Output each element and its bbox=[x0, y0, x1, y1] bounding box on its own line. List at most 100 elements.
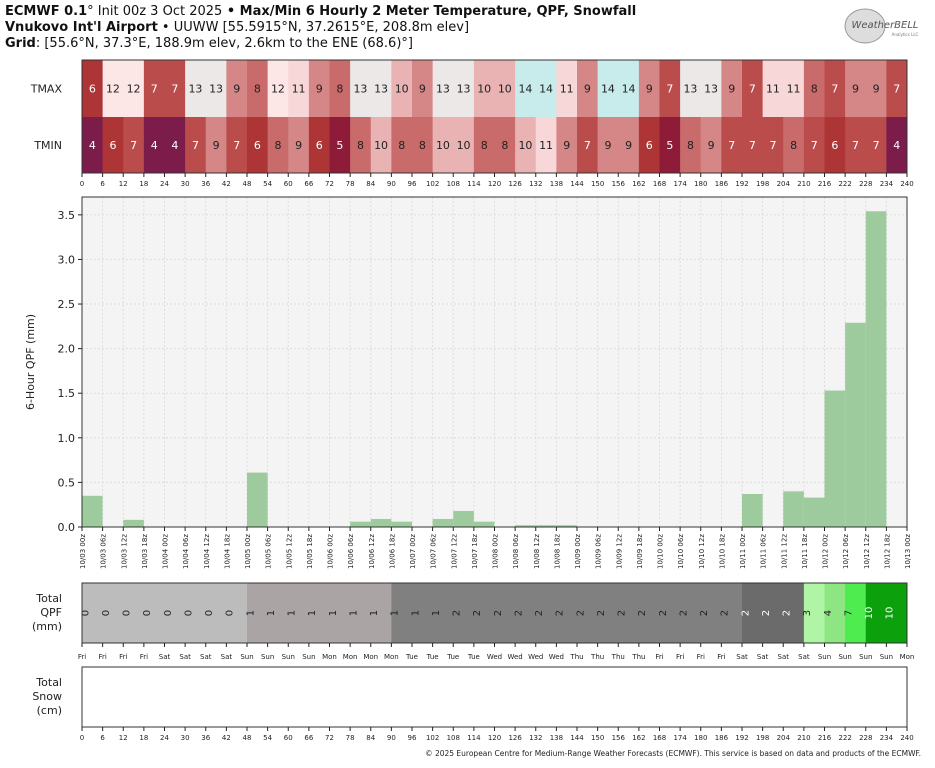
x-tick-label-hour: 198 bbox=[756, 734, 769, 742]
tmin-cell bbox=[164, 117, 186, 173]
total-snow-label: (cm) bbox=[37, 704, 62, 717]
total-qpf-value: 2 bbox=[678, 610, 689, 616]
total-qpf-value: 2 bbox=[617, 610, 628, 616]
tmax-cell bbox=[412, 60, 434, 117]
total-qpf-value: 1 bbox=[245, 610, 256, 616]
x-tick-label-day: Sun bbox=[859, 653, 872, 661]
x-tick-label-day: Wed bbox=[487, 653, 502, 661]
tmax-value: 7 bbox=[151, 83, 158, 96]
qpf-bar bbox=[453, 510, 474, 527]
tmin-value: 7 bbox=[584, 139, 591, 152]
tmax-cell bbox=[700, 60, 722, 117]
total-qpf-value: 0 bbox=[80, 610, 91, 616]
x-tick-label-date: 10/10 18z bbox=[718, 534, 726, 569]
tmax-cell bbox=[742, 60, 764, 117]
tmin-value: 10 bbox=[518, 139, 532, 152]
x-tick-label-date: 10/06 00z bbox=[327, 534, 335, 569]
x-tick-label-hour: 66 bbox=[304, 180, 313, 188]
tmax-cell bbox=[803, 60, 825, 117]
x-tick-label-date: 10/11 00z bbox=[739, 534, 747, 569]
x-tick-label-date: 10/06 12z bbox=[368, 534, 376, 569]
tmax-value: 9 bbox=[873, 83, 880, 96]
total-qpf-value: 10 bbox=[885, 607, 896, 620]
total-qpf-value: 0 bbox=[225, 610, 236, 616]
x-tick-label-day: Sun bbox=[838, 653, 851, 661]
x-tick-label-hour: 132 bbox=[529, 180, 542, 188]
x-tick-label-hour: 174 bbox=[673, 180, 687, 188]
total-qpf-value: 2 bbox=[513, 610, 524, 616]
x-tick-label-hour: 198 bbox=[756, 180, 769, 188]
tmax-value: 14 bbox=[539, 83, 553, 96]
qpf-bar bbox=[247, 472, 268, 527]
tmin-cell bbox=[865, 117, 887, 173]
tmax-cell bbox=[143, 60, 165, 117]
tmin-value: 9 bbox=[213, 139, 220, 152]
tmin-cell bbox=[412, 117, 434, 173]
tmin-value: 8 bbox=[790, 139, 797, 152]
tmax-value: 9 bbox=[852, 83, 859, 96]
tmin-value: 11 bbox=[539, 139, 553, 152]
total-qpf-value: 2 bbox=[761, 610, 772, 616]
tmin-cell bbox=[680, 117, 702, 173]
x-tick-label-hour: 90 bbox=[387, 180, 396, 188]
x-tick-label-hour: 66 bbox=[304, 734, 313, 742]
x-tick-label-day: Mon bbox=[384, 653, 399, 661]
tmin-cell bbox=[824, 117, 846, 173]
tmin-value: 7 bbox=[130, 139, 137, 152]
x-tick-label-day: Sun bbox=[302, 653, 315, 661]
tmax-value: 7 bbox=[171, 83, 178, 96]
tmin-value: 7 bbox=[192, 139, 199, 152]
tmax-cell bbox=[824, 60, 846, 117]
total-qpf-value: 1 bbox=[410, 610, 421, 616]
total-qpf-value: 7 bbox=[843, 610, 854, 616]
station-info: UUWW [55.5915°N, 37.2615°E, 208.8m elev] bbox=[173, 20, 470, 35]
x-tick-label-day: Tue bbox=[446, 653, 459, 661]
total-qpf-cell bbox=[845, 583, 867, 643]
tmax-cell bbox=[721, 60, 743, 117]
x-tick-label-hour: 168 bbox=[653, 180, 666, 188]
tmin-value: 6 bbox=[646, 139, 653, 152]
x-tick-label-day: Mon bbox=[322, 653, 337, 661]
total-qpf-value: 1 bbox=[369, 610, 380, 616]
tmin-cell bbox=[494, 117, 516, 173]
total-qpf-cell bbox=[288, 583, 310, 643]
tmin-cell bbox=[370, 117, 392, 173]
total-qpf-cell bbox=[102, 583, 124, 643]
x-tick-label-date: 10/07 00z bbox=[409, 534, 417, 569]
total-qpf-cell bbox=[82, 583, 104, 643]
tmin-value: 7 bbox=[749, 139, 756, 152]
total-qpf-cell bbox=[185, 583, 207, 643]
tmax-cell bbox=[267, 60, 289, 117]
qpf-bar bbox=[535, 525, 557, 527]
total-qpf-value: 2 bbox=[699, 610, 710, 616]
x-tick-label-hour: 12 bbox=[119, 180, 128, 188]
tmax-cell bbox=[865, 60, 887, 117]
total-qpf-label: (mm) bbox=[32, 620, 62, 633]
x-tick-label-hour: 72 bbox=[325, 734, 334, 742]
tmin-cell bbox=[638, 117, 660, 173]
x-tick-label-hour: 78 bbox=[346, 180, 355, 188]
tmin-value: 10 bbox=[457, 139, 471, 152]
total-qpf-cell bbox=[123, 583, 145, 643]
tmin-cell bbox=[391, 117, 413, 173]
tmin-value: 9 bbox=[625, 139, 632, 152]
tmax-value: 7 bbox=[749, 83, 756, 96]
x-tick-label-hour: 204 bbox=[777, 180, 791, 188]
qpf-bar bbox=[123, 519, 144, 527]
x-tick-label-date: 10/08 06z bbox=[512, 534, 520, 569]
tmax-value: 11 bbox=[560, 83, 574, 96]
total-qpf-value: 3 bbox=[802, 610, 813, 616]
x-tick-label-day: Sat bbox=[798, 653, 810, 661]
x-tick-label-hour: 0 bbox=[80, 734, 84, 742]
x-tick-label-date: 10/11 06z bbox=[760, 534, 768, 569]
x-tick-label-day: Thu bbox=[611, 653, 625, 661]
x-tick-label-hour: 24 bbox=[160, 734, 169, 742]
tmax-value: 12 bbox=[106, 83, 120, 96]
x-tick-label-day: Sun bbox=[880, 653, 893, 661]
tmax-cell bbox=[123, 60, 145, 117]
tmax-cell bbox=[556, 60, 578, 117]
x-tick-label-date: 10/09 00z bbox=[574, 534, 582, 569]
tmin-value: 7 bbox=[728, 139, 735, 152]
tmin-label: TMIN bbox=[33, 139, 62, 152]
total-qpf-cell bbox=[267, 583, 289, 643]
